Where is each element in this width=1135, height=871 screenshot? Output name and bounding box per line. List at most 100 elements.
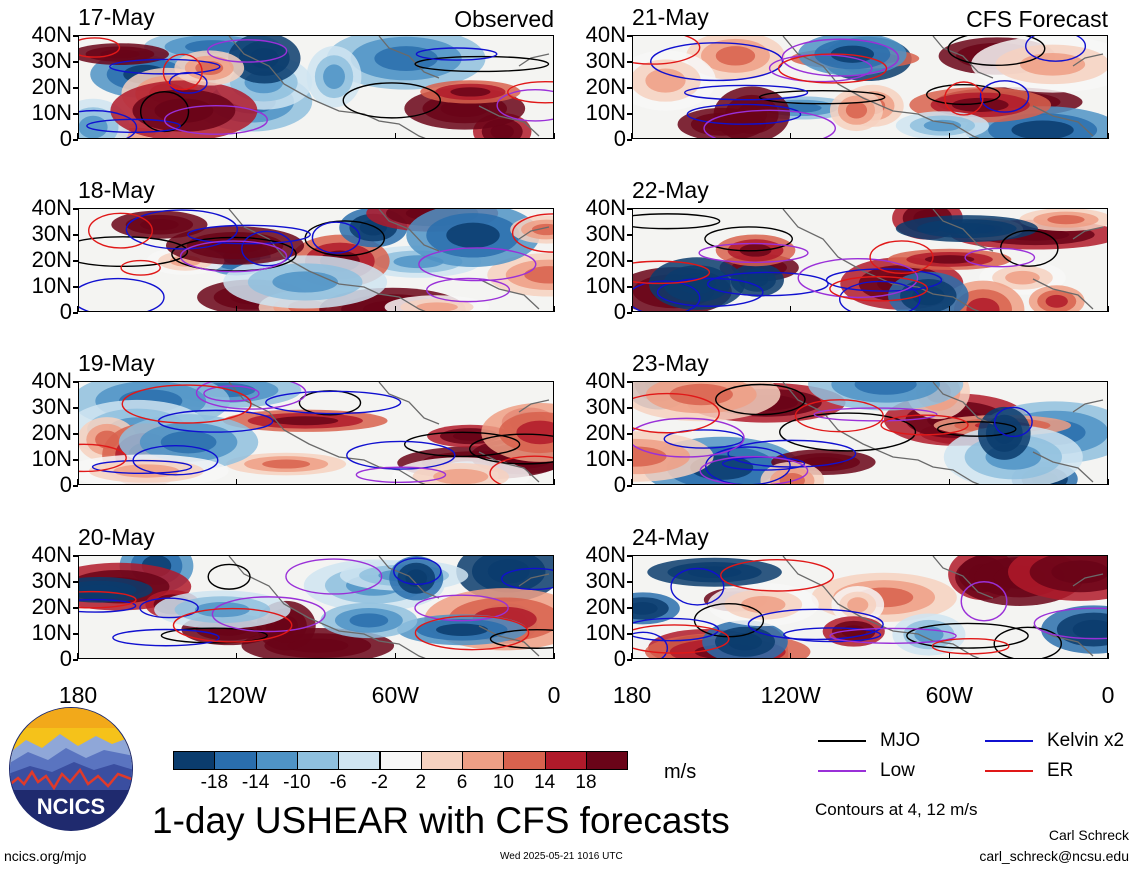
contour-low: [414, 594, 509, 622]
contour-mjo: [715, 383, 806, 416]
colorbar-swatch: [462, 751, 505, 770]
latitude-tick: [73, 433, 78, 435]
contour-mjo: [468, 433, 553, 465]
latitude-tick: [73, 555, 78, 557]
longitude-tick: [789, 133, 792, 139]
footer-url: ncics.org/mjo: [4, 848, 87, 864]
latitude-tick: [73, 61, 78, 63]
latitude-label: 30N: [31, 221, 72, 246]
colorbar-swatch: [255, 751, 298, 770]
latitude-tick: [627, 381, 632, 383]
shear-map-panel: [632, 208, 1108, 312]
contour-low: [829, 627, 957, 644]
shear-anomaly-shading: [436, 623, 489, 636]
latitude-tick: [73, 234, 78, 236]
latitude-tick: [627, 61, 632, 63]
legend-line-swatch: [818, 740, 866, 742]
contour-mjo: [342, 82, 441, 119]
shear-anomaly-shading: [100, 49, 140, 59]
latitude-label: 20N: [31, 247, 72, 272]
contour-er: [931, 637, 1010, 655]
contour-low: [699, 455, 809, 484]
legend-label: MJO: [880, 730, 921, 751]
longitude-tick: [553, 479, 555, 485]
longitude-tick: [553, 133, 555, 139]
longitude-tick: [235, 306, 238, 312]
latitude-tick: [627, 485, 632, 487]
latitude-label: 10N: [585, 446, 626, 471]
contour-low: [964, 247, 1036, 268]
shear-anomaly-shading: [845, 101, 868, 119]
shear-anomaly-shading: [349, 613, 389, 628]
contour-low: [1033, 607, 1107, 640]
longitude-tick: [553, 653, 555, 659]
panel-date-label: 24-May: [632, 524, 709, 550]
latitude-label: 40N: [31, 22, 72, 47]
latitude-tick: [73, 35, 78, 37]
latitude-label: 30N: [31, 394, 72, 419]
shear-map-panel: [632, 555, 1108, 659]
contour-er: [489, 455, 553, 484]
latitude-tick: [627, 659, 632, 661]
colorbar-swatch: [420, 751, 464, 770]
contour-mjo: [160, 627, 268, 644]
longitude-tick: [1107, 306, 1109, 312]
contour-kelvin-x2: [241, 230, 294, 267]
colorbar-tick-label: -2: [371, 772, 388, 793]
panel-date-label: 17-May: [78, 4, 155, 30]
svg-text:NCICS: NCICS: [37, 794, 105, 819]
latitude-tick: [627, 234, 632, 236]
contour-er: [944, 81, 984, 116]
shear-anomaly-shading: [516, 420, 553, 445]
latitude-label: 20N: [31, 74, 72, 99]
shear-anomaly-shading: [993, 422, 1015, 444]
longitude-label: 0: [547, 682, 561, 708]
contour-low: [355, 466, 447, 483]
contour-er: [79, 443, 127, 473]
longitude-tick: [77, 133, 79, 139]
latitude-tick: [73, 633, 78, 635]
shear-anomaly-shading: [645, 68, 686, 93]
panel-date-label: 23-May: [632, 350, 709, 376]
longitude-tick: [631, 653, 633, 659]
contour-kelvin-x2: [979, 80, 1030, 113]
footer-email: carl_schreck@ncsu.edu: [979, 848, 1129, 864]
shear-map-panel: [78, 208, 554, 312]
latitude-tick: [73, 260, 78, 262]
longitude-label: 180: [58, 682, 98, 708]
figure-title: 1-day USHEAR with CFS forecasts: [152, 800, 730, 841]
contour-er: [880, 414, 969, 436]
longitude-tick: [948, 133, 951, 139]
shear-anomaly-shading: [924, 255, 975, 264]
shear-anomaly-shading: [923, 119, 962, 132]
latitude-label: 40N: [585, 368, 626, 393]
shear-map-panel: [78, 555, 554, 659]
shear-anomaly-shading: [1072, 619, 1107, 640]
longitude-tick: [1107, 133, 1109, 139]
latitude-label: 40N: [31, 368, 72, 393]
contour-kelvin-x2: [86, 118, 181, 134]
coastline: [228, 556, 550, 658]
legend-line-swatch: [818, 770, 866, 772]
contour-low: [179, 240, 288, 273]
longitude-label: 60W: [925, 682, 973, 708]
shear-anomaly-shading: [490, 124, 514, 138]
latitude-tick: [627, 87, 632, 89]
latitude-label: 0: [613, 472, 626, 497]
shear-anomaly-shading: [736, 103, 768, 126]
contour-kelvin-x2: [393, 557, 442, 586]
contour-er: [120, 259, 161, 276]
shear-anomaly-shading: [669, 383, 733, 406]
longitude-tick: [631, 133, 633, 139]
latitude-label: 0: [59, 646, 72, 671]
contour-kelvin-x2: [79, 598, 137, 613]
latitude-label: 10N: [585, 273, 626, 298]
shear-anomaly-shading: [195, 601, 250, 618]
latitude-label: 30N: [585, 568, 626, 593]
longitude-tick: [553, 306, 555, 312]
contour-er: [88, 212, 153, 249]
longitude-tick: [948, 479, 951, 485]
coastline: [782, 209, 1104, 311]
shear-anomaly-shading: [1005, 270, 1040, 285]
contour-kelvin-x2: [1025, 36, 1087, 62]
